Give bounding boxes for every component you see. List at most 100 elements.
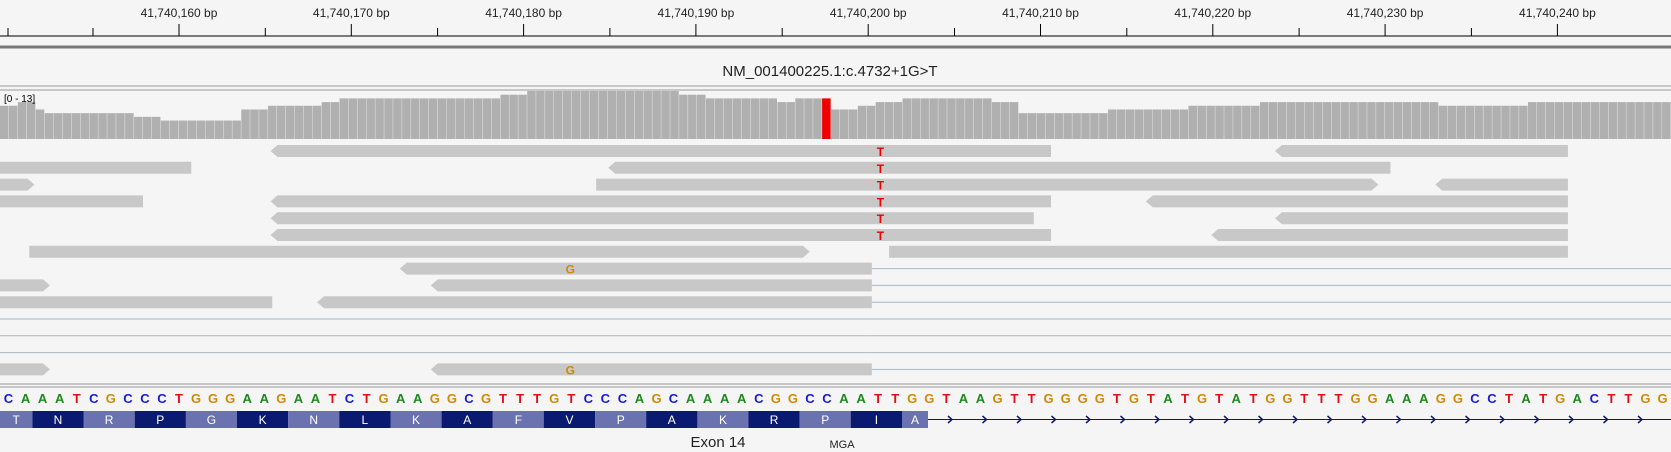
coverage-bar[interactable] [902,98,912,139]
coverage-bar[interactable] [1277,102,1287,139]
coverage-bar[interactable] [688,94,697,139]
coverage-bar[interactable] [857,105,867,139]
coverage-bar[interactable] [705,98,715,139]
coverage-bar[interactable] [589,91,599,139]
coverage-bar[interactable] [1251,105,1260,139]
coverage-bar[interactable] [839,109,849,139]
coverage-bar[interactable] [1161,109,1171,139]
amino-acid-box[interactable] [441,411,493,428]
coverage-bar[interactable] [160,120,170,139]
coverage-bar[interactable] [1385,102,1394,139]
coverage-bar[interactable] [947,98,956,139]
coverage-bar[interactable] [1116,109,1126,139]
coverage-bar[interactable] [8,105,18,139]
coverage-bar[interactable] [214,120,223,139]
coverage-bar[interactable] [759,98,769,139]
coverage-bar[interactable] [1519,105,1528,139]
coverage-bar[interactable] [1510,105,1519,139]
coverage-bar[interactable] [554,91,563,139]
coverage-bar[interactable] [107,113,116,139]
coverage-bar[interactable] [732,98,742,139]
coverage-bar[interactable] [1233,105,1242,139]
coverage-bar[interactable] [71,113,81,139]
coverage-bar[interactable] [268,105,277,139]
amino-acid-box[interactable] [646,411,698,428]
coverage-bar[interactable] [1644,102,1653,139]
coverage-bar[interactable] [1474,105,1483,139]
coverage-bar[interactable] [893,102,903,139]
coverage-bar[interactable] [26,102,36,139]
coverage-bar[interactable] [1420,102,1430,139]
coverage-bar[interactable] [285,105,295,139]
coverage-bar[interactable] [1393,102,1403,139]
read[interactable] [596,178,1379,191]
coverage-bar[interactable] [1295,102,1305,139]
amino-acid-box[interactable] [390,411,442,428]
coverage-bar[interactable] [527,91,536,139]
coverage-bar[interactable] [411,98,420,139]
coverage-bar[interactable] [134,116,143,139]
coverage-bar[interactable] [1635,102,1644,139]
coverage-bar[interactable] [482,98,492,139]
coverage-bar[interactable] [1242,105,1251,139]
amino-acid-box[interactable] [339,411,391,428]
coverage-bar[interactable] [1653,102,1662,139]
coverage-bar[interactable] [598,91,608,139]
coverage-bar[interactable] [1045,113,1055,139]
coverage-bar[interactable] [625,91,635,139]
read[interactable] [0,363,50,376]
read[interactable] [1275,212,1568,225]
amino-acid-box[interactable] [595,411,647,428]
read[interactable] [270,195,1052,208]
amino-acid-box[interactable] [134,411,186,428]
amino-acid-box[interactable] [799,411,851,428]
coverage-bar[interactable] [1429,102,1439,139]
coverage-bar[interactable] [545,91,554,139]
coverage-bar[interactable] [1143,109,1153,139]
variant-base-mark[interactable]: T [877,229,885,243]
coverage-bar[interactable] [1206,105,1215,139]
coverage-bar[interactable] [1063,113,1072,139]
coverage-bar[interactable] [1554,102,1564,139]
coverage-bar[interactable] [1367,102,1376,139]
coverage-bar[interactable] [35,109,45,139]
coverage-bar[interactable] [1000,102,1010,139]
coverage-bar[interactable] [1170,109,1180,139]
read[interactable] [0,161,192,174]
read[interactable] [889,245,1568,258]
coverage-bar[interactable] [1617,102,1626,139]
read[interactable] [1435,178,1568,191]
coverage-bar[interactable] [965,98,974,139]
coverage-bar[interactable] [875,102,885,139]
variant-base-mark[interactable]: T [877,179,885,193]
coverage-bar[interactable] [804,98,813,139]
coverage-bar[interactable] [1188,105,1198,139]
amino-acid-box[interactable] [237,411,289,428]
coverage-bar[interactable] [974,98,983,139]
coverage-bar[interactable] [1286,102,1296,139]
coverage-bar[interactable] [259,109,268,139]
coverage-bar[interactable] [1608,102,1617,139]
coverage-bar[interactable] [509,94,518,139]
coverage-bar[interactable] [491,98,501,139]
coverage-bar[interactable] [536,91,545,139]
coverage-bar[interactable] [1197,105,1206,139]
coverage-bar[interactable] [911,98,920,139]
coverage-bar[interactable] [1590,102,1600,139]
coverage-bar[interactable] [741,98,751,139]
coverage-bar[interactable] [1054,113,1063,139]
read[interactable] [270,145,1052,157]
variant-base-mark[interactable]: T [877,212,885,226]
coverage-bar[interactable] [1322,102,1332,139]
coverage-bar[interactable] [1009,102,1019,139]
coverage-bar[interactable] [232,120,241,139]
coverage-bar[interactable] [777,102,786,139]
read[interactable] [1275,145,1568,157]
coverage-bar[interactable] [652,91,661,139]
coverage-bar[interactable] [786,102,795,139]
coverage-bar[interactable] [1072,113,1081,139]
amino-acid-box[interactable] [32,411,84,428]
coverage-bar[interactable] [393,98,402,139]
coverage-bar[interactable] [1152,109,1162,139]
